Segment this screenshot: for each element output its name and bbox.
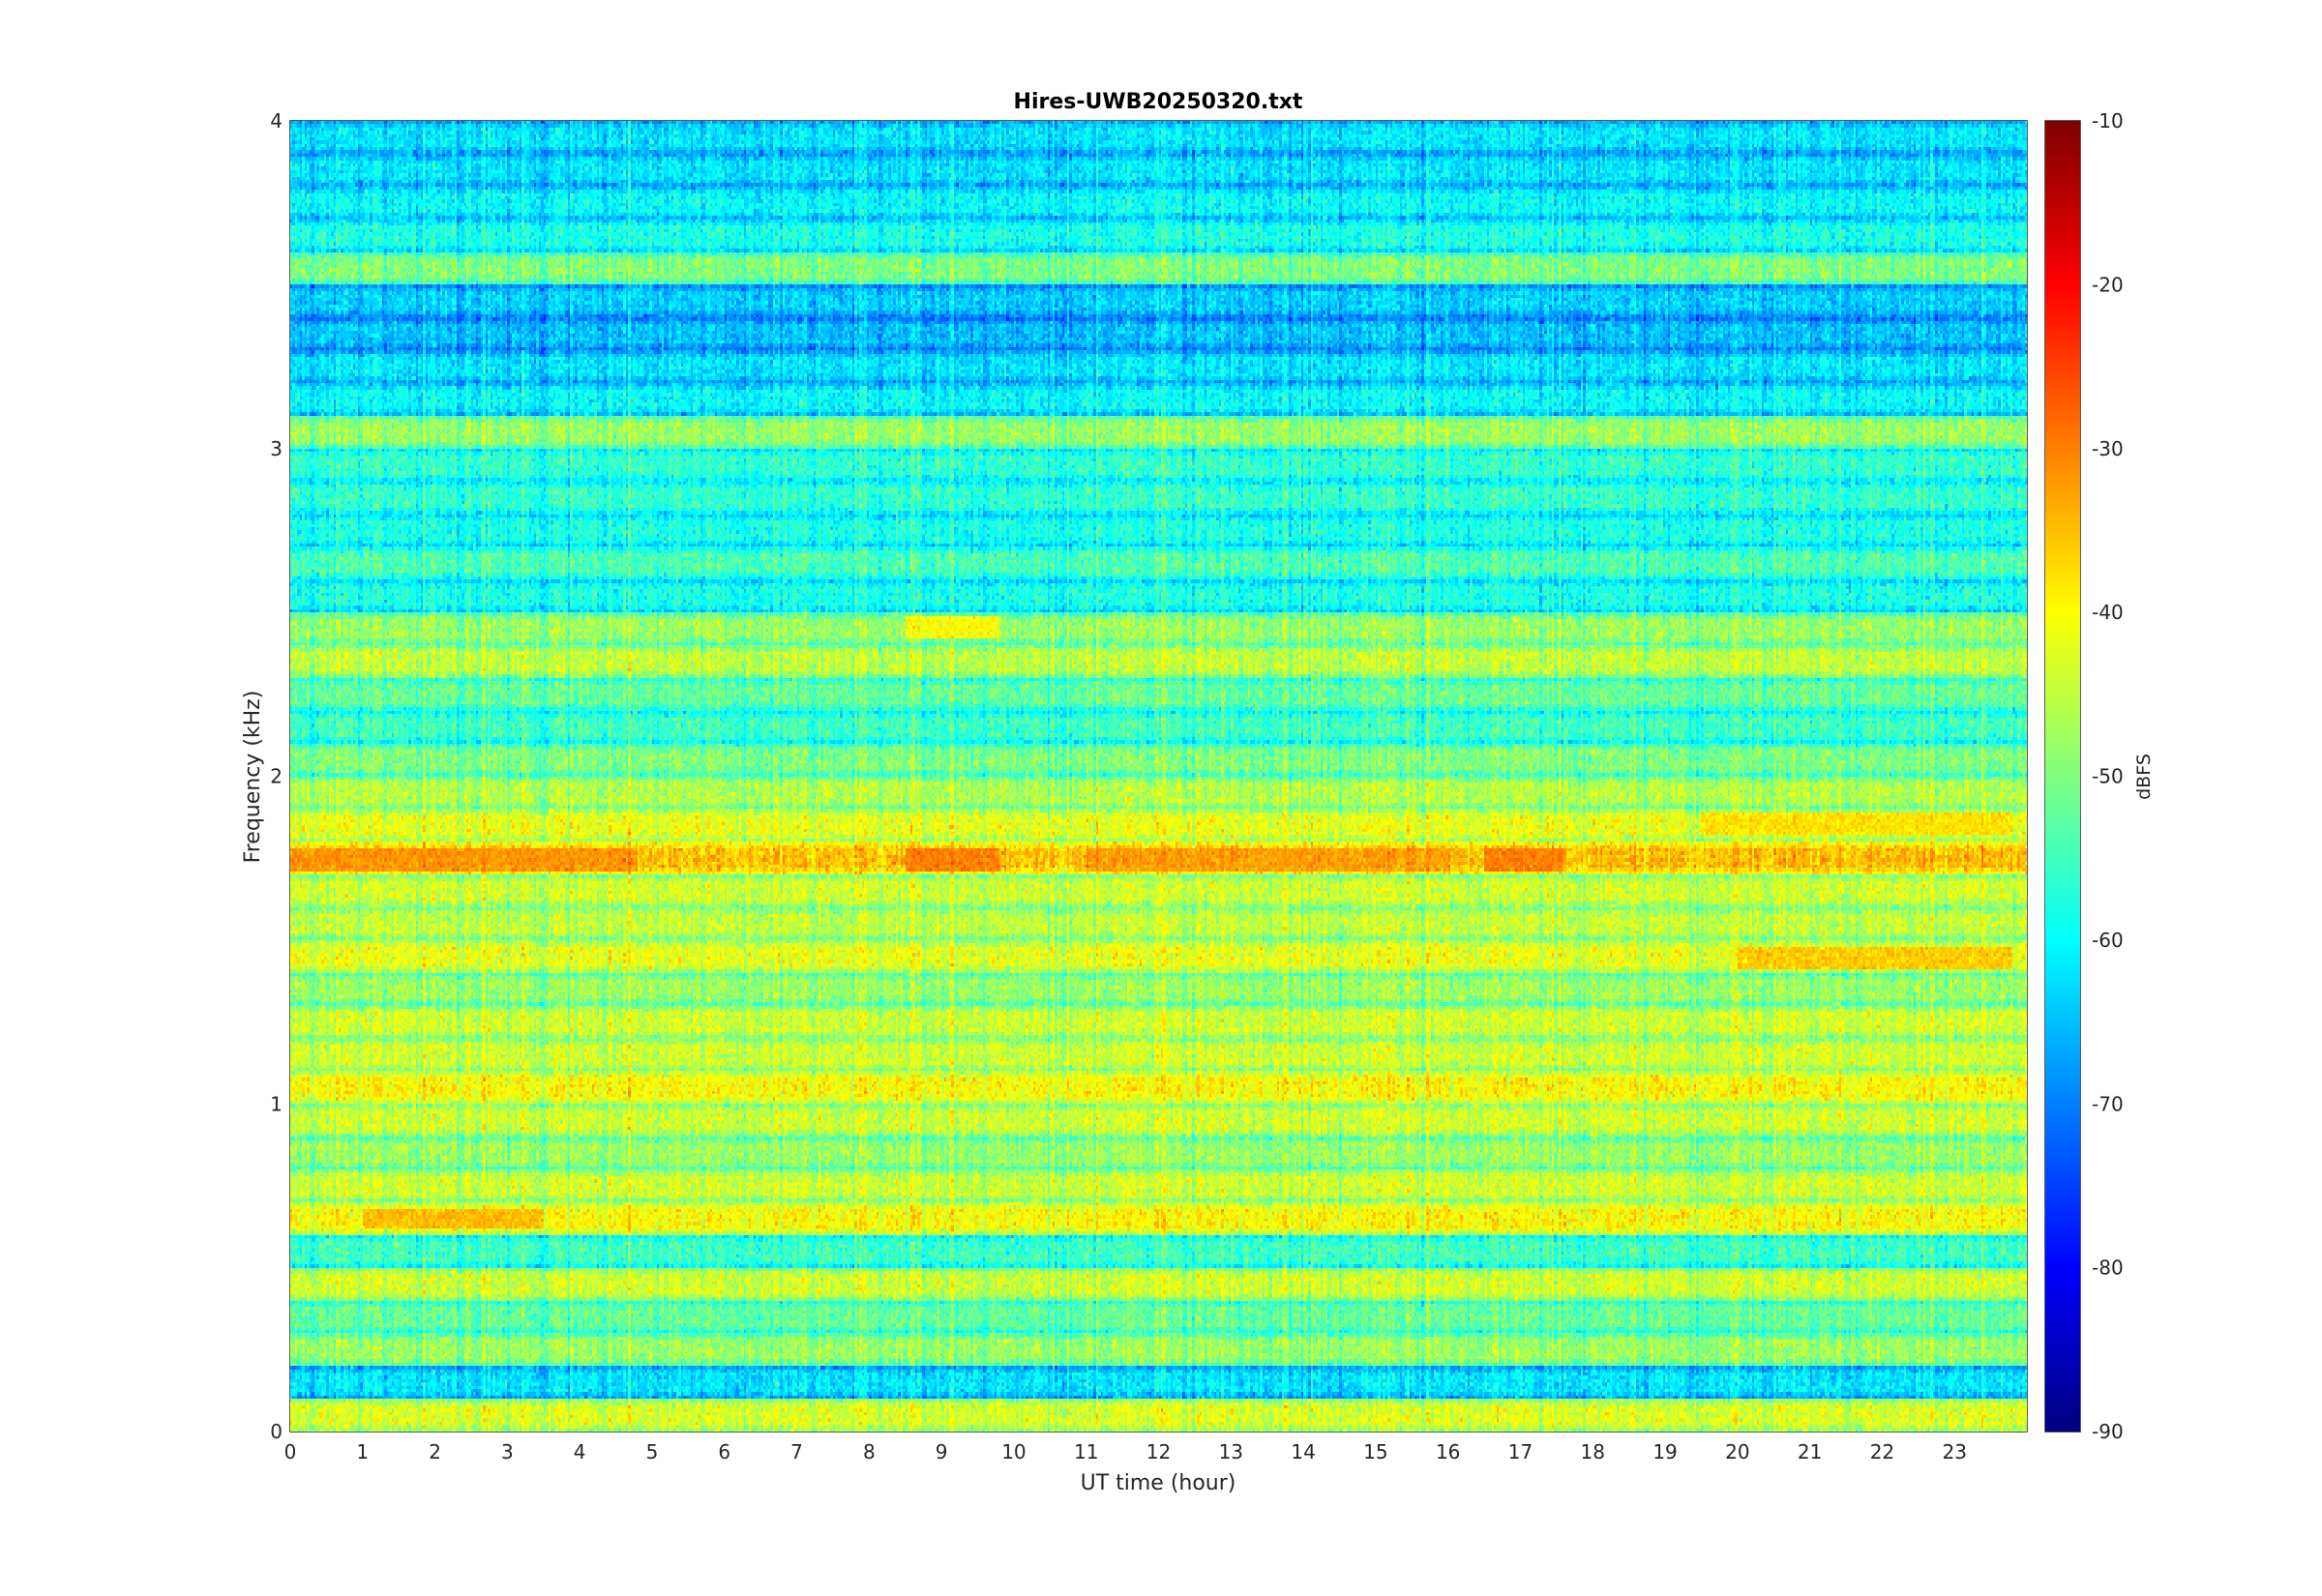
colorbar-tick-label: -80 [2092, 1256, 2124, 1280]
x-tick-label: 1 [356, 1440, 369, 1463]
x-tick-label: 12 [1146, 1440, 1171, 1463]
x-tick-label: 16 [1436, 1440, 1460, 1463]
x-tick-label: 10 [1001, 1440, 1026, 1463]
x-tick-label: 14 [1291, 1440, 1315, 1463]
colorbar-label: dBFS [2133, 754, 2155, 800]
x-tick-label: 9 [936, 1440, 948, 1463]
y-axis-label: Frequency (kHz) [241, 691, 265, 864]
x-tick-label: 13 [1219, 1440, 1243, 1463]
x-tick-label: 2 [429, 1440, 441, 1463]
x-tick-label: 8 [863, 1440, 876, 1463]
colorbar-tick-label: -10 [2092, 109, 2124, 133]
x-tick-label: 20 [1725, 1440, 1749, 1463]
x-tick-label: 23 [1942, 1440, 1966, 1463]
x-tick-label: 21 [1798, 1440, 1822, 1463]
y-tick-label: 2 [270, 765, 283, 788]
colorbar-ticks: -90 -80 -70 -60 -50 -40 -30 -20 -10 [2073, 109, 2124, 1443]
x-tick-label: 7 [790, 1440, 803, 1463]
y-tick-label: 1 [270, 1092, 283, 1115]
x-tick-label: 22 [1870, 1440, 1894, 1463]
x-tick-label: 4 [574, 1440, 586, 1463]
x-axis-label: UT time (hour) [1081, 1471, 1236, 1495]
colorbar-tick-label: -70 [2092, 1092, 2124, 1115]
x-tick-label: 6 [718, 1440, 730, 1463]
x-tick-label: 3 [501, 1440, 514, 1463]
y-tick-label: 3 [270, 437, 283, 460]
colorbar-tick-label: -40 [2092, 601, 2124, 624]
colorbar-gradient [2045, 121, 2080, 1432]
x-tick-label: 11 [1074, 1440, 1098, 1463]
colorbar-tick-label: -30 [2092, 437, 2124, 460]
x-tick-label: 15 [1363, 1440, 1387, 1463]
y-axis-ticks: 0 1 2 3 4 [270, 109, 2027, 1443]
colorbar-tick-label: -90 [2092, 1420, 2124, 1443]
x-tick-label: 19 [1652, 1440, 1677, 1463]
colorbar-tick-label: -20 [2092, 273, 2124, 296]
x-tick-label: 0 [284, 1440, 297, 1463]
spectrogram-heatmap [290, 121, 2027, 1432]
y-tick-label: 0 [270, 1420, 283, 1443]
chart-title: Hires-UWB20250320.txt [1014, 90, 1303, 114]
colorbar-tick-label: -50 [2092, 765, 2124, 788]
x-tick-label: 5 [646, 1440, 659, 1463]
colorbar-tick-label: -60 [2092, 929, 2124, 952]
x-tick-label: 17 [1508, 1440, 1533, 1463]
y-tick-label: 4 [270, 109, 283, 133]
x-tick-label: 18 [1581, 1440, 1605, 1463]
